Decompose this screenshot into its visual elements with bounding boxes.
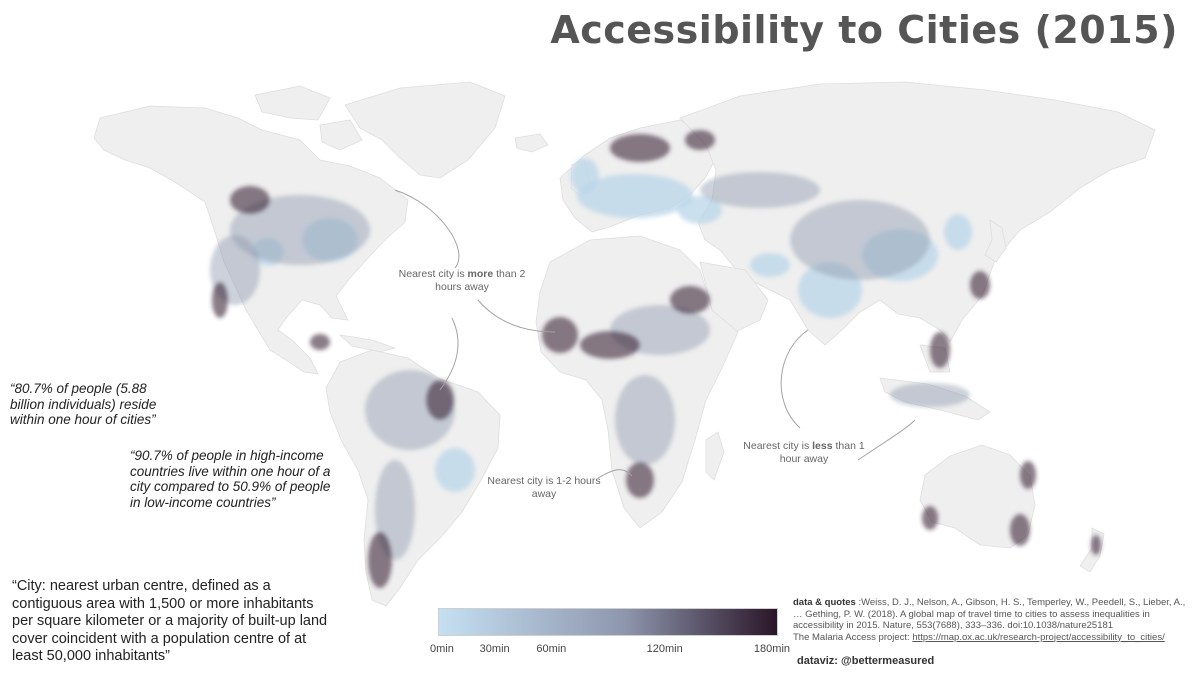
leader-more-to-north-america [394,189,460,269]
quote-income-comparison: “90.7% of people in high-income countrie… [130,448,331,510]
annotation-less-than-1-hour: Nearest city is less than 1 hour away [743,440,865,465]
leader-more-to-south-america [439,317,459,391]
legend-tick: 120min [646,643,683,655]
legend-tick: 60min [536,643,567,655]
leader-between-to-africa [597,469,633,479]
sources-label: data & quotes [793,597,856,608]
dataviz-credit: dataviz: @bettermeasured [797,655,935,667]
leader-less-to-india [780,329,809,429]
sources-citation: data & quotes :Weiss, D. J., Nelson, A.,… [793,597,1193,643]
project-prefix: The Malaria Access project: [793,631,913,643]
city-definition: “City: nearest urban centre, defined as … [12,578,328,664]
page-title: Accessibility to Cities (2015) [550,8,1178,52]
sources-text: :Weiss, D. J., Nelson, A., Gibson, H. S.… [793,597,1186,631]
legend-tick: 180min [753,643,790,655]
legend-color-bar [438,608,778,636]
annotation-leaders [394,189,916,479]
leader-less-to-indonesia [857,419,916,461]
project-link[interactable]: https://map.ox.ac.uk/research-project/ac… [912,631,1165,643]
legend-tick: 30min [479,643,510,655]
access-high-time [212,130,1101,588]
annotation-more-than-2-hours: Nearest city is more than 2 hours away [398,268,526,293]
quote-people-within-one-hour: “80.7% of people (5.88 billion individua… [10,381,157,427]
legend-tick: 0min [430,643,454,655]
annotation-1-2-hours: Nearest city is 1-2 hours away [487,475,601,500]
accessibility-overlay [210,130,1101,588]
leader-more-to-africa [477,299,556,333]
